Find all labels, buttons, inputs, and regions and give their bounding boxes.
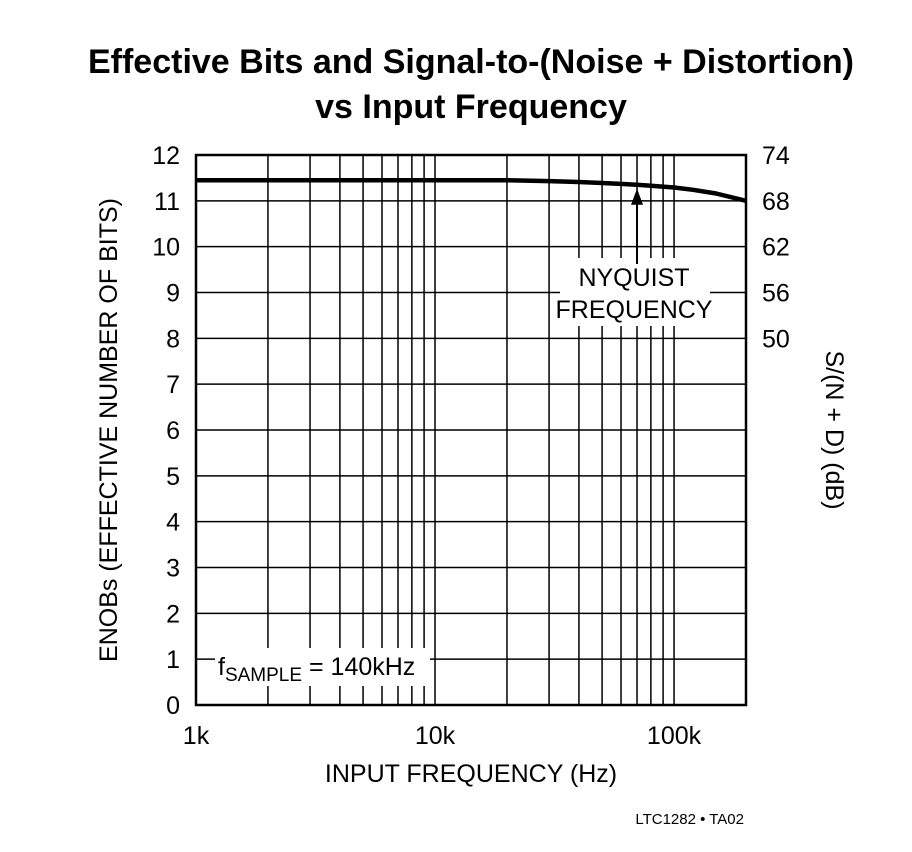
nyquist-label-bg	[560, 258, 710, 326]
y-tick-label: 6	[166, 417, 180, 445]
y-tick-label: 1	[166, 646, 180, 674]
y-tick-label: 11	[154, 188, 180, 216]
y-tick-label: 7	[166, 371, 180, 399]
y-tick-label: 10	[152, 234, 180, 262]
grid	[196, 154, 746, 706]
plot-frame	[194, 153, 748, 707]
nyquist-arrowhead	[631, 188, 644, 205]
fsample-label-bg	[215, 648, 430, 686]
x-axis-label: INPUT FREQUENCY (Hz)	[325, 760, 617, 788]
fsample-label: fSAMPLE = 140kHz	[218, 653, 415, 686]
chart-title: Effective Bits and Signal-to-(Noise + Di…	[88, 43, 854, 81]
y2-tick-label: 62	[762, 234, 790, 262]
x-tick-label: 10k	[415, 722, 456, 750]
y2-tick-label: 74	[762, 142, 790, 170]
y2-axis-label: S/(N + D) (dB)	[820, 350, 848, 509]
fsample-f: f	[218, 653, 225, 681]
fsample-subscript: SAMPLE	[225, 665, 302, 686]
y-axis-label: ENOBs (EFFECTIVE NUMBER OF BITS)	[95, 198, 123, 662]
y2-tick-label: 50	[762, 325, 790, 353]
x-tick-label: 1k	[183, 722, 210, 750]
footnote: LTC1282 • TA02	[635, 811, 744, 828]
y-tick-label: 9	[166, 280, 180, 308]
y2-tick-label: 68	[762, 188, 790, 216]
y2-tick-label: 56	[762, 280, 790, 308]
chart-subtitle: vs Input Frequency	[315, 88, 627, 126]
y-tick-label: 12	[152, 142, 180, 170]
y-tick-label: 5	[166, 463, 180, 491]
x-tick-label: 100k	[647, 722, 702, 750]
y-tick-label: 3	[166, 555, 180, 583]
nyquist-label-line2: FREQUENCY	[556, 296, 713, 324]
y-tick-label: 4	[166, 509, 180, 537]
fsample-value: = 140kHz	[302, 653, 415, 681]
y-tick-label: 8	[166, 325, 180, 353]
enob-series-line	[196, 177, 747, 203]
y-tick-label: 2	[166, 600, 180, 628]
nyquist-label-line1: NYQUIST	[578, 264, 689, 292]
y-tick-label: 0	[166, 692, 180, 720]
series-layer	[196, 177, 747, 203]
